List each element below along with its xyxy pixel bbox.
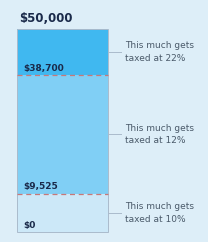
Bar bbox=[17, 75, 108, 194]
Text: $9,525: $9,525 bbox=[23, 182, 58, 191]
Bar bbox=[17, 194, 108, 232]
Text: This much gets
taxed at 12%: This much gets taxed at 12% bbox=[125, 123, 194, 145]
Text: This much gets
taxed at 10%: This much gets taxed at 10% bbox=[125, 202, 194, 224]
Bar bbox=[17, 29, 108, 75]
Bar bbox=[17, 29, 108, 232]
Text: $50,000: $50,000 bbox=[19, 12, 72, 25]
Text: $0: $0 bbox=[23, 221, 35, 230]
Text: This much gets
taxed at 22%: This much gets taxed at 22% bbox=[125, 41, 194, 63]
Text: $38,700: $38,700 bbox=[23, 64, 64, 73]
